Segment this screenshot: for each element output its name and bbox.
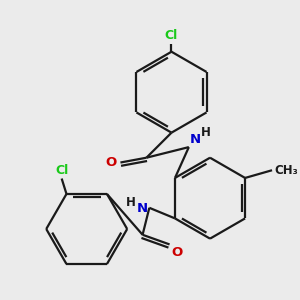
- Text: N: N: [136, 202, 147, 215]
- Text: Cl: Cl: [55, 164, 68, 177]
- Text: O: O: [172, 246, 183, 259]
- Text: O: O: [105, 156, 117, 169]
- Text: N: N: [190, 133, 201, 146]
- Text: CH₃: CH₃: [274, 164, 298, 177]
- Text: H: H: [200, 126, 210, 140]
- Text: H: H: [126, 196, 136, 208]
- Text: Cl: Cl: [165, 29, 178, 42]
